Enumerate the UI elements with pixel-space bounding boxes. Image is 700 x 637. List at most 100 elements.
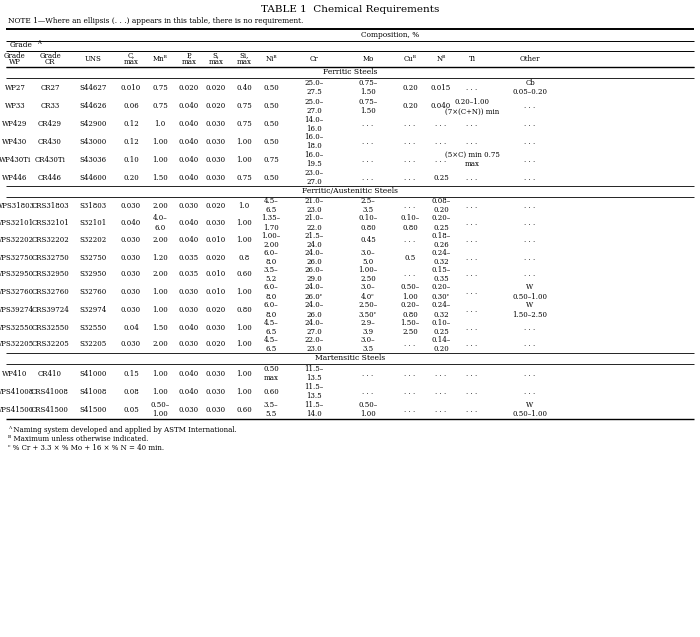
Text: 0.030: 0.030	[206, 406, 226, 413]
Text: CRS41500: CRS41500	[31, 406, 69, 413]
Text: 0.030: 0.030	[179, 341, 199, 348]
Text: CR27: CR27	[41, 83, 60, 92]
Text: 0.50
max: 0.50 max	[263, 364, 279, 382]
Text: WP446: WP446	[2, 173, 28, 182]
Text: . . .: . . .	[524, 236, 536, 245]
Text: 4.5–
6.5: 4.5– 6.5	[264, 336, 279, 354]
Text: S41000: S41000	[79, 369, 106, 378]
Text: WP33: WP33	[5, 103, 25, 110]
Text: 0.18–
0.26: 0.18– 0.26	[431, 232, 451, 250]
Text: 0.15: 0.15	[123, 369, 139, 378]
Text: 1.00: 1.00	[236, 288, 252, 296]
Text: 0.15–
0.35: 0.15– 0.35	[431, 266, 451, 283]
Text: 0.10–
0.80: 0.10– 0.80	[400, 214, 419, 232]
Text: 0.030: 0.030	[179, 306, 199, 314]
Text: 0.020: 0.020	[206, 306, 226, 314]
Text: . . .: . . .	[405, 387, 416, 396]
Text: CR429: CR429	[38, 120, 62, 129]
Text: 0.035: 0.035	[179, 254, 199, 262]
Text: 0.75: 0.75	[236, 120, 252, 129]
Text: . . .: . . .	[466, 369, 477, 378]
Text: 6.0–
8.0: 6.0– 8.0	[264, 248, 279, 266]
Text: S32202: S32202	[79, 236, 106, 245]
Text: 1.00: 1.00	[236, 236, 252, 245]
Text: 0.25: 0.25	[433, 173, 449, 182]
Text: 1.00: 1.00	[236, 369, 252, 378]
Text: NOTE 1—Where an ellipsis (. . .) appears in this table, there is no requirement.: NOTE 1—Where an ellipsis (. . .) appears…	[8, 17, 303, 25]
Text: 0.20–
0.30ᶜ: 0.20– 0.30ᶜ	[431, 283, 451, 301]
Text: 6.0–
8.0: 6.0– 8.0	[264, 283, 279, 301]
Text: . . .: . . .	[524, 173, 536, 182]
Text: 0.040: 0.040	[179, 173, 199, 182]
Text: Other: Other	[519, 55, 540, 63]
Text: . . .: . . .	[405, 236, 416, 245]
Text: . . .: . . .	[466, 236, 477, 245]
Text: CRS41008: CRS41008	[31, 387, 69, 396]
Text: S44626: S44626	[79, 103, 106, 110]
Text: max: max	[181, 59, 197, 66]
Text: 3.0–
5.0: 3.0– 5.0	[360, 248, 375, 266]
Text: 24.0–
26.0ᶜ: 24.0– 26.0ᶜ	[304, 283, 323, 301]
Text: TABLE 1  Chemical Requirements: TABLE 1 Chemical Requirements	[261, 4, 439, 13]
Text: 2.00: 2.00	[152, 341, 168, 348]
Text: 0.10–
0.25: 0.10– 0.25	[431, 318, 451, 336]
Text: 21.0–
22.0: 21.0– 22.0	[304, 214, 323, 232]
Text: W
0.50–1.00: W 0.50–1.00	[512, 283, 547, 301]
Text: 2.00: 2.00	[152, 271, 168, 278]
Text: ᶜ % Cr + 3.3 × % Mo + 16 × % N = 40 min.: ᶜ % Cr + 3.3 × % Mo + 16 × % N = 40 min.	[8, 444, 164, 452]
Text: . . .: . . .	[405, 341, 416, 348]
Text: UNS: UNS	[85, 55, 102, 63]
Text: 0.80: 0.80	[236, 306, 252, 314]
Text: . . .: . . .	[405, 271, 416, 278]
Text: . . .: . . .	[363, 138, 374, 145]
Text: 1.00: 1.00	[236, 324, 252, 331]
Text: 0.05: 0.05	[123, 406, 139, 413]
Text: 0.50–
1.00: 0.50– 1.00	[358, 401, 377, 419]
Text: 0.24–
0.32: 0.24– 0.32	[431, 248, 451, 266]
Text: . . .: . . .	[466, 120, 477, 129]
Text: 0.040: 0.040	[179, 155, 199, 164]
Text: 1.20: 1.20	[152, 254, 168, 262]
Text: 0.50: 0.50	[263, 138, 279, 145]
Text: . . .: . . .	[466, 219, 477, 227]
Text: . . .: . . .	[524, 120, 536, 129]
Text: Ferritic/Austenitic Steels: Ferritic/Austenitic Steels	[302, 187, 398, 196]
Text: 0.030: 0.030	[179, 406, 199, 413]
Text: S32974: S32974	[79, 306, 106, 314]
Text: 0.12: 0.12	[123, 138, 139, 145]
Text: WP: WP	[9, 59, 21, 66]
Text: . . .: . . .	[363, 155, 374, 164]
Text: 11.5–
14.0: 11.5– 14.0	[304, 401, 323, 419]
Text: Ferritic Steels: Ferritic Steels	[323, 69, 377, 76]
Text: 0.015: 0.015	[431, 83, 451, 92]
Text: WPS41500: WPS41500	[0, 406, 34, 413]
Text: 0.60: 0.60	[236, 406, 252, 413]
Text: 21.0–
23.0: 21.0– 23.0	[304, 197, 323, 215]
Text: . . .: . . .	[466, 254, 477, 262]
Text: S,: S,	[213, 52, 219, 59]
Text: 0.5: 0.5	[405, 254, 416, 262]
Text: S32101: S32101	[79, 219, 106, 227]
Text: 1.00: 1.00	[236, 138, 252, 145]
Text: WPS39274: WPS39274	[0, 306, 34, 314]
Text: . . .: . . .	[435, 120, 447, 129]
Text: 23.0–
27.0: 23.0– 27.0	[304, 169, 323, 187]
Text: . . .: . . .	[363, 387, 374, 396]
Text: CR410: CR410	[38, 369, 62, 378]
Text: 0.50: 0.50	[263, 103, 279, 110]
Text: WPS41008: WPS41008	[0, 387, 34, 396]
Text: 24.0–
26.0: 24.0– 26.0	[304, 248, 323, 266]
Text: 0.75: 0.75	[152, 103, 168, 110]
Text: 0.06: 0.06	[123, 103, 139, 110]
Text: max: max	[123, 59, 139, 66]
Text: . . .: . . .	[524, 103, 536, 110]
Text: 11.5–
13.5: 11.5– 13.5	[304, 383, 323, 401]
Text: WPS32101: WPS32101	[0, 219, 34, 227]
Text: 0.020: 0.020	[206, 83, 226, 92]
Text: WPS32950: WPS32950	[0, 271, 34, 278]
Text: . . .: . . .	[466, 406, 477, 413]
Text: max: max	[237, 59, 251, 66]
Text: Nᴮ: Nᴮ	[436, 55, 446, 63]
Text: 0.040: 0.040	[431, 103, 451, 110]
Text: 0.010: 0.010	[206, 236, 226, 245]
